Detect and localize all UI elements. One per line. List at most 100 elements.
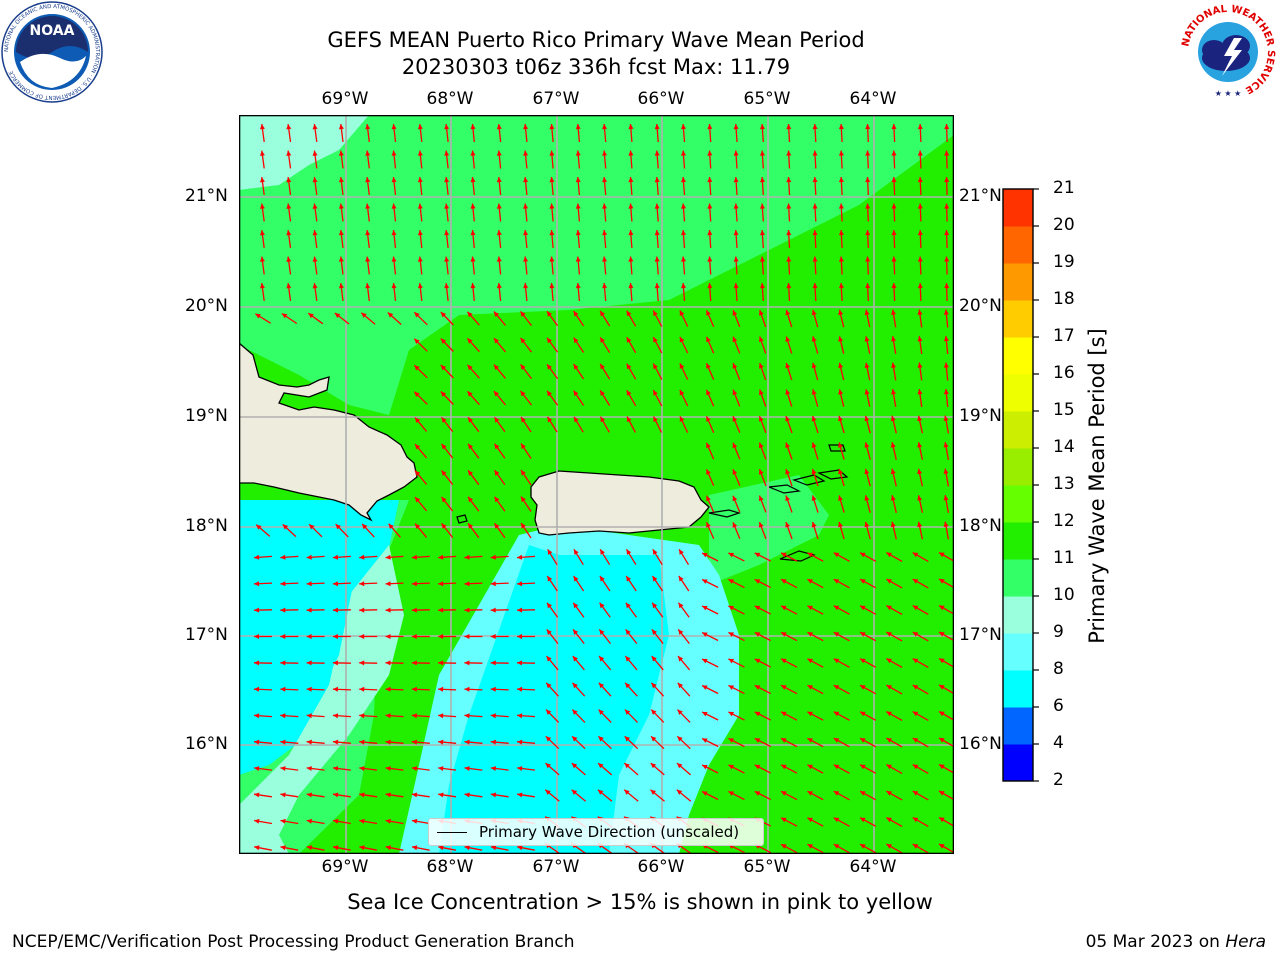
direction-arrow-head xyxy=(602,177,607,183)
direction-arrow-head xyxy=(702,659,708,664)
direction-arrow-head xyxy=(362,523,368,530)
direction-arrow-head xyxy=(733,230,739,236)
lon-label-bottom: 64°W xyxy=(849,857,897,877)
direction-arrow-head xyxy=(545,789,551,795)
direction-arrow-head xyxy=(864,362,870,369)
lat-label-left: 18°N xyxy=(185,516,228,536)
direction-arrow-head xyxy=(599,629,605,635)
direction-arrow-head xyxy=(414,391,420,397)
direction-arrow-head xyxy=(652,549,658,555)
direction-arrow-head xyxy=(312,256,318,262)
direction-arrow-head xyxy=(860,844,866,849)
direction-arrow-head xyxy=(702,791,708,796)
map-frame xyxy=(239,115,954,854)
direction-arrow-head xyxy=(860,738,866,743)
direction-arrow-head xyxy=(332,660,338,666)
direction-arrow-head xyxy=(464,792,470,798)
direction-arrow-head xyxy=(464,634,470,639)
colorbar-tick-label: 2 xyxy=(1053,770,1064,790)
direction-arrow-head xyxy=(306,713,312,719)
direction-arrow-head xyxy=(733,124,739,130)
direction-arrow-head xyxy=(728,579,734,584)
lat-label-right: 21°N xyxy=(959,186,1002,206)
direction-arrow-head xyxy=(707,124,713,130)
direction-arrow-head xyxy=(838,495,843,501)
direction-arrow-head xyxy=(359,845,365,851)
direction-arrow-head xyxy=(441,496,447,503)
direction-arrow-head xyxy=(417,230,423,236)
direction-arrow-head xyxy=(807,817,813,823)
direction-arrow-head xyxy=(571,789,578,795)
direction-arrow-head xyxy=(624,789,630,795)
direction-arrow-head xyxy=(359,634,365,639)
direction-arrow-head xyxy=(440,391,447,397)
direction-arrow-head xyxy=(886,817,892,823)
lon-label-bottom: 68°W xyxy=(426,857,474,877)
lat-label-right: 19°N xyxy=(959,406,1002,426)
direction-arrow-head xyxy=(260,230,265,236)
direction-arrow-head xyxy=(865,203,871,209)
direction-arrow-head xyxy=(306,686,312,692)
legend-label: Primary Wave Direction (unscaled) xyxy=(479,823,740,841)
colorbar-segment xyxy=(1003,226,1033,264)
direction-arrow-head xyxy=(602,256,607,262)
direction-arrow-head xyxy=(728,552,734,558)
direction-arrow-head xyxy=(833,711,840,717)
direction-arrow-head xyxy=(417,150,423,156)
direction-arrow-head xyxy=(365,150,371,156)
direction-arrow-head xyxy=(807,579,813,584)
direction-arrow-head xyxy=(732,363,738,369)
direction-arrow-head xyxy=(411,660,417,666)
direction-arrow-head xyxy=(939,738,945,743)
direction-arrow-head xyxy=(785,362,791,369)
direction-arrow-head xyxy=(282,524,289,530)
direction-arrow-head xyxy=(860,711,866,717)
direction-arrow-head xyxy=(807,632,813,637)
direction-arrow-head xyxy=(943,389,949,395)
direction-arrow-head xyxy=(677,682,683,689)
direction-arrow-head xyxy=(760,283,765,289)
direction-arrow-head xyxy=(838,177,844,183)
direction-arrow-head xyxy=(333,766,339,771)
direction-arrow-head xyxy=(599,602,605,609)
direction-arrow-head xyxy=(598,763,604,769)
nws-logo: NATIONAL WEATHER SERVICE ★ ★ ★ xyxy=(1180,4,1276,100)
colorbar-tick-label: 10 xyxy=(1053,585,1075,605)
direction-arrow-head xyxy=(597,789,604,795)
direction-arrow-head xyxy=(912,632,919,637)
direction-arrow-head xyxy=(786,150,792,156)
direction-arrow-head xyxy=(417,256,423,262)
direction-arrow-head xyxy=(864,389,870,395)
direction-arrow-head xyxy=(602,283,607,289)
direction-arrow-head xyxy=(917,150,923,156)
direction-arrow-head xyxy=(438,766,444,771)
direction-arrow-head xyxy=(860,658,866,664)
direction-arrow-head xyxy=(891,283,897,289)
direction-arrow-head xyxy=(438,686,444,692)
direction-arrow-head xyxy=(865,177,871,183)
direction-arrow-head xyxy=(470,256,476,262)
direction-arrow-head xyxy=(256,524,262,530)
lon-label-top: 67°W xyxy=(532,89,580,109)
direction-arrow-head xyxy=(732,469,738,475)
lat-label-left: 16°N xyxy=(185,734,228,754)
direction-arrow-head xyxy=(781,764,787,770)
direction-arrow-head xyxy=(681,256,686,262)
direction-arrow-head xyxy=(490,554,496,560)
direction-arrow-head xyxy=(306,607,312,613)
lon-label-top: 64°W xyxy=(849,89,897,109)
direction-arrow-head xyxy=(365,283,371,289)
direction-arrow-head xyxy=(754,632,761,637)
direction-arrow-head xyxy=(917,389,923,395)
direction-arrow-head xyxy=(496,230,502,236)
direction-arrow-head xyxy=(385,634,391,639)
direction-arrow-head xyxy=(260,177,265,183)
direction-arrow-head xyxy=(280,713,286,719)
direction-arrow-head xyxy=(496,203,502,209)
direction-arrow-head xyxy=(732,442,738,449)
direction-arrow-head xyxy=(891,177,897,183)
direction-arrow-head xyxy=(521,470,526,476)
direction-arrow-head xyxy=(312,203,318,209)
direction-arrow-head xyxy=(728,764,734,770)
direction-arrow-head xyxy=(865,150,871,156)
